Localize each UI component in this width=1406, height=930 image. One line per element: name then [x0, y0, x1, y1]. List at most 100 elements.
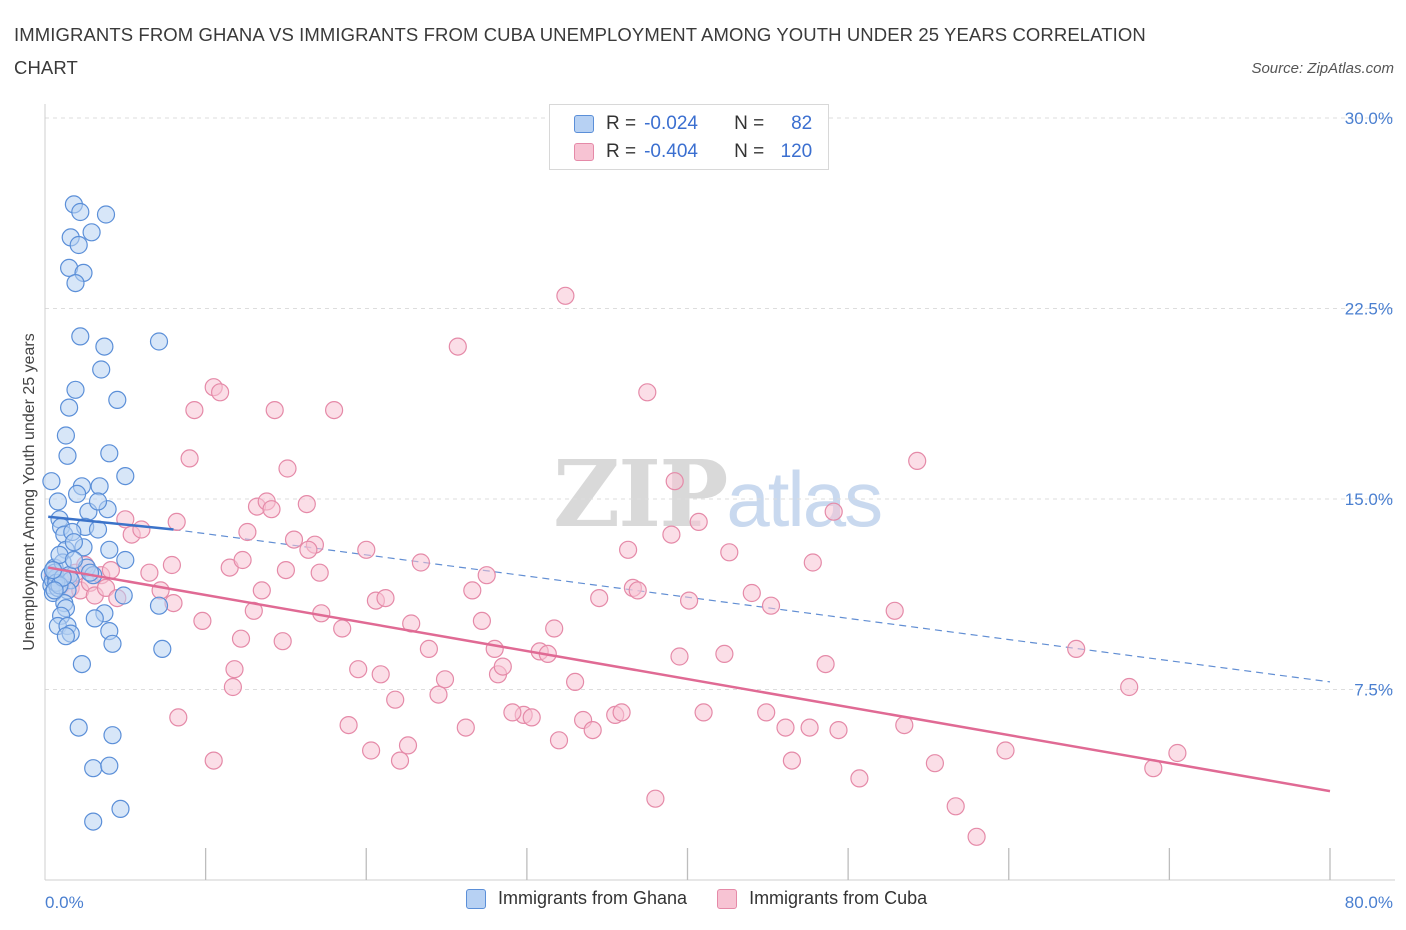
point-ghana [90, 477, 109, 496]
point-cuba [1168, 743, 1187, 763]
point-cuba [612, 703, 631, 722]
point-cuba [162, 555, 181, 575]
point-cuba [565, 672, 585, 692]
point-cuba [694, 703, 713, 722]
point-cuba [339, 715, 358, 735]
point-cuba [583, 720, 602, 740]
point-cuba [829, 720, 848, 740]
point-cuba [429, 685, 448, 704]
point-ghana [56, 426, 76, 445]
legend-n-value-cuba: 120 [780, 141, 813, 162]
point-ghana [64, 533, 84, 552]
point-cuba [225, 660, 244, 679]
series-swatch-ghana [466, 888, 486, 909]
point-cuba [477, 566, 496, 585]
point-cuba [493, 657, 512, 676]
point-cuba [325, 401, 344, 420]
point-cuba [742, 583, 761, 603]
point-ghana [69, 235, 88, 255]
point-ghana [92, 360, 111, 379]
point-ghana [48, 492, 68, 511]
trend-ghana [48, 515, 174, 531]
source-label: Source: ZipAtlas.com [1251, 60, 1394, 77]
point-cuba [720, 543, 739, 562]
point-ghana [100, 540, 119, 559]
point-cuba [278, 459, 297, 478]
point-cuba [967, 827, 986, 846]
point-cuba [925, 754, 945, 773]
legend-n-value-ghana: 82 [791, 113, 813, 134]
point-cuba [419, 639, 438, 659]
point-cuba [333, 619, 352, 638]
series-legend-label-cuba: Immigrants from Cuba [749, 888, 928, 908]
point-cuba [185, 401, 204, 420]
point-cuba [398, 736, 418, 755]
point-cuba [824, 502, 843, 521]
point-ghana [96, 205, 116, 224]
point-cuba [485, 639, 504, 659]
point-cuba [996, 741, 1015, 760]
point-cuba [522, 708, 541, 727]
point-cuba [662, 525, 681, 544]
point-ghana [85, 609, 104, 628]
point-ghana [58, 446, 77, 465]
point-cuba [276, 560, 295, 580]
legend-swatch-cuba [574, 143, 594, 161]
point-cuba [362, 741, 381, 760]
point-cuba [665, 472, 684, 491]
legend-n-label: N = [734, 141, 765, 162]
point-ghana [88, 492, 108, 511]
x-tick-label-max: 80.0% [1345, 893, 1393, 912]
trend-lines-front [47, 515, 1331, 793]
point-cuba [757, 703, 776, 722]
trend-cuba [47, 566, 1331, 793]
tick-label-layer: 7.5% 15.0% 22.5% 30.0% 0.0% 80.0% [45, 109, 1393, 912]
point-cuba [503, 703, 522, 722]
legend-row-cuba: R = -0.404 N = 120 [574, 139, 812, 165]
point-cuba [618, 540, 638, 559]
axis-layer [44, 104, 1395, 881]
point-cuba [679, 591, 699, 610]
legend-row-ghana: R = -0.024 N = 82 [574, 111, 812, 137]
point-ghana [67, 484, 87, 503]
point-ghana [100, 444, 119, 463]
point-cuba [448, 337, 467, 356]
point-cuba [169, 708, 188, 727]
point-cuba [689, 512, 708, 532]
point-cuba [463, 581, 482, 600]
series-legend-cuba[interactable]: Immigrants from Cuba [717, 888, 927, 909]
point-cuba [946, 797, 965, 816]
point-cuba [140, 563, 159, 582]
point-cuba [628, 581, 647, 600]
point-cuba [233, 550, 252, 570]
point-ghana [82, 223, 101, 242]
point-ghana [149, 596, 169, 615]
point-cuba [204, 751, 223, 770]
point-cuba [193, 611, 212, 631]
point-cuba [223, 677, 242, 697]
point-ghana [103, 634, 122, 653]
point-ghana [84, 812, 103, 831]
point-cuba [96, 578, 116, 598]
point-cuba [349, 660, 368, 679]
point-cuba [167, 512, 186, 532]
y-tick-label: 30.0% [1345, 109, 1393, 128]
point-cuba [1120, 677, 1139, 697]
point-cuba [646, 789, 665, 808]
point-ghana [84, 759, 103, 778]
series-legend: Immigrants from Ghana Immigrants from Cu… [466, 888, 957, 909]
point-ghana [111, 799, 130, 819]
point-cuba [252, 581, 271, 600]
point-cuba [556, 286, 575, 305]
series-legend-ghana[interactable]: Immigrants from Ghana [466, 888, 687, 909]
point-ghana [59, 398, 79, 417]
point-cuba [435, 670, 455, 689]
point-cuba [1067, 639, 1086, 659]
point-cuba [638, 383, 657, 402]
point-cuba [411, 553, 430, 572]
point-ghana [108, 390, 127, 409]
point-ghana [153, 639, 172, 659]
point-ghana [116, 550, 135, 570]
point-cuba [231, 629, 251, 648]
point-cuba [132, 520, 151, 539]
